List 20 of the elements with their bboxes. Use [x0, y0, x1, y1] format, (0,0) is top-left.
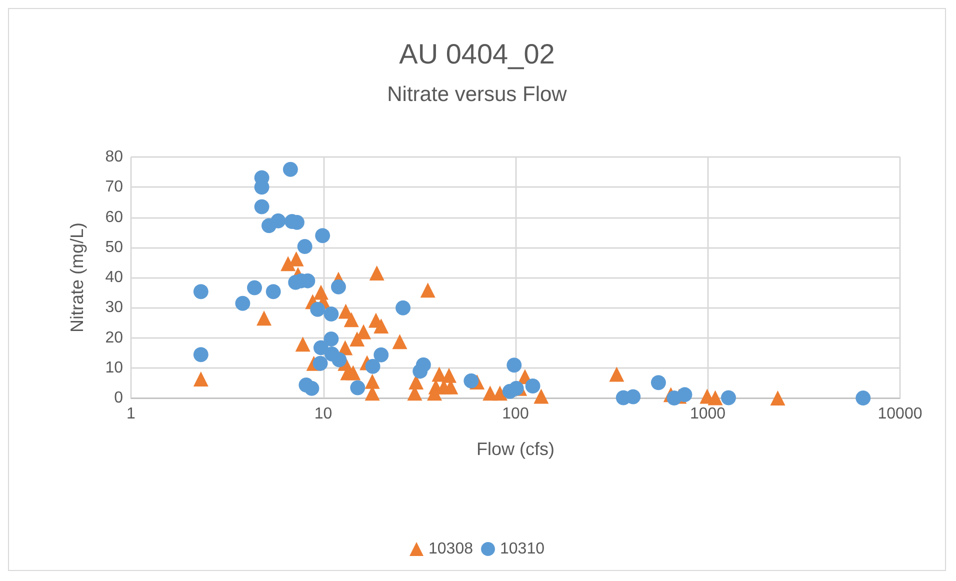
- x-tick-label: 1000: [690, 406, 726, 422]
- y-tick-label: 0: [114, 390, 124, 406]
- legend-label: 10308: [428, 540, 474, 558]
- y-tick-label: 30: [105, 299, 124, 316]
- legend-label: 10310: [500, 540, 545, 558]
- y-tick-label: 60: [105, 208, 124, 226]
- y-tick-label: 80: [105, 148, 124, 166]
- y-tick-label: 10: [105, 359, 124, 376]
- x-tick-label: 100: [502, 406, 529, 422]
- x-tick-label: 10: [314, 406, 332, 422]
- y-tick-label: 20: [105, 329, 124, 346]
- y-tick-label: 70: [105, 178, 124, 196]
- x-tick-label: 1: [126, 406, 136, 422]
- y-tick-label: 40: [105, 269, 124, 286]
- y-tick-label: 50: [105, 238, 124, 256]
- chart-title: AU 0404_02: [399, 38, 555, 70]
- y-axis-title: Nitrate (mg/L): [67, 222, 87, 333]
- x-tick-label: 10000: [878, 406, 922, 422]
- chart-subtitle: Nitrate versus Flow: [387, 83, 568, 106]
- x-axis-title: Flow (cfs): [476, 439, 554, 459]
